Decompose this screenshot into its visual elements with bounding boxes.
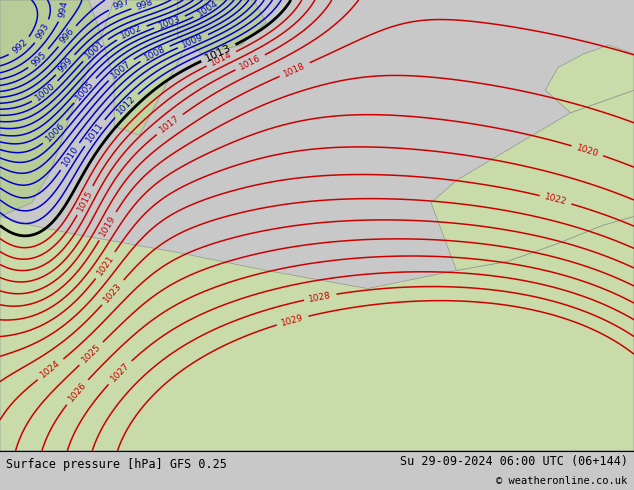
Polygon shape xyxy=(101,0,190,135)
Text: 1023: 1023 xyxy=(102,281,124,304)
Polygon shape xyxy=(178,0,266,54)
Text: 1017: 1017 xyxy=(158,114,181,135)
Text: 996: 996 xyxy=(58,26,76,46)
Text: 1002: 1002 xyxy=(119,24,144,41)
Text: 999: 999 xyxy=(56,55,74,74)
Text: 1014: 1014 xyxy=(209,50,233,68)
Text: 1015: 1015 xyxy=(75,188,94,213)
Text: 995: 995 xyxy=(29,49,48,68)
Text: Su 29-09-2024 06:00 UTC (06+144): Su 29-09-2024 06:00 UTC (06+144) xyxy=(399,455,628,468)
Text: 1003: 1003 xyxy=(157,14,182,31)
Polygon shape xyxy=(545,45,634,113)
Text: 1011: 1011 xyxy=(84,121,105,145)
Text: 1000: 1000 xyxy=(34,81,57,103)
Text: 992: 992 xyxy=(10,38,29,56)
Text: 1009: 1009 xyxy=(181,33,205,50)
Text: 1025: 1025 xyxy=(80,343,103,365)
Text: 1028: 1028 xyxy=(308,291,332,303)
Text: 1020: 1020 xyxy=(575,143,600,158)
Text: 1026: 1026 xyxy=(67,380,88,404)
Polygon shape xyxy=(0,0,101,217)
Text: 1013: 1013 xyxy=(204,43,233,64)
Text: 1016: 1016 xyxy=(238,53,262,72)
Text: 1024: 1024 xyxy=(39,359,62,380)
Text: 1012: 1012 xyxy=(115,94,138,117)
Text: 994: 994 xyxy=(58,0,70,18)
Text: 1029: 1029 xyxy=(280,313,305,328)
Text: 1018: 1018 xyxy=(282,61,307,78)
Text: 1027: 1027 xyxy=(108,361,131,384)
Text: © weatheronline.co.uk: © weatheronline.co.uk xyxy=(496,476,628,487)
Text: 1004: 1004 xyxy=(196,0,220,19)
Text: 1010: 1010 xyxy=(60,145,80,169)
Text: 1008: 1008 xyxy=(143,44,167,63)
Text: 1001: 1001 xyxy=(84,39,107,61)
Polygon shape xyxy=(0,217,634,451)
Text: 1007: 1007 xyxy=(109,58,133,80)
Text: 1021: 1021 xyxy=(95,253,116,277)
Text: 1006: 1006 xyxy=(44,121,67,144)
Text: Surface pressure [hPa] GFS 0.25: Surface pressure [hPa] GFS 0.25 xyxy=(6,458,227,471)
Text: 1022: 1022 xyxy=(543,193,567,207)
Text: 993: 993 xyxy=(34,22,51,41)
Text: 1019: 1019 xyxy=(98,214,117,238)
Text: 1005: 1005 xyxy=(74,79,96,102)
Polygon shape xyxy=(431,90,634,270)
Text: 997: 997 xyxy=(112,0,131,12)
Text: 998: 998 xyxy=(134,0,154,11)
